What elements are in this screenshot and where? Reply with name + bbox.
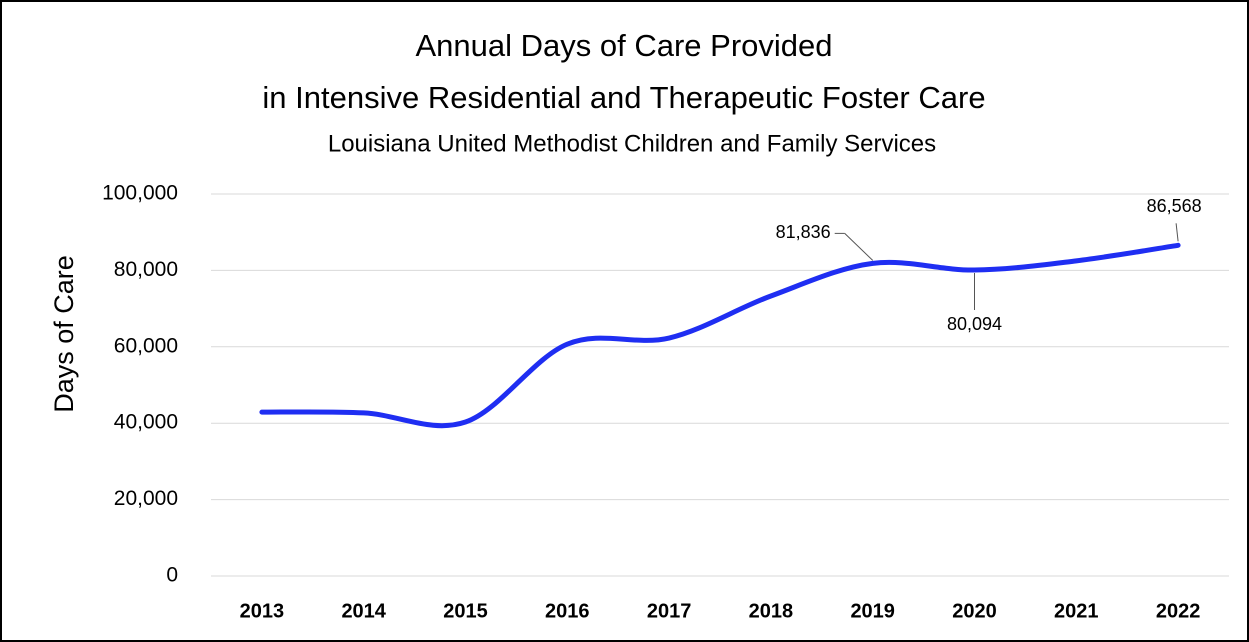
leader-line bbox=[1175, 223, 1179, 242]
data-label: 80,094 bbox=[947, 314, 1002, 334]
x-tick-label: 2021 bbox=[1054, 600, 1099, 622]
x-tick-label: 2013 bbox=[240, 600, 285, 622]
leader-line bbox=[844, 233, 874, 261]
x-tick-label: 2020 bbox=[952, 600, 997, 622]
x-tick-label: 2019 bbox=[850, 600, 895, 622]
y-tick-label: 100,000 bbox=[102, 182, 178, 205]
chart-subtitle: Louisiana United Methodist Children and … bbox=[328, 130, 936, 157]
y-tick-label: 40,000 bbox=[114, 411, 178, 434]
x-tick-label: 2017 bbox=[647, 600, 692, 622]
y-tick-label: 80,000 bbox=[114, 258, 178, 281]
x-tick-label: 2015 bbox=[443, 600, 488, 622]
y-tick-label: 20,000 bbox=[114, 487, 178, 510]
y-tick-label: 60,000 bbox=[114, 334, 178, 357]
line bbox=[259, 242, 1181, 429]
chart-title: Annual Days of Care Provided bbox=[415, 28, 832, 63]
x-tick-label: 2016 bbox=[545, 600, 590, 622]
x-tick-label: 2022 bbox=[1156, 600, 1201, 622]
x-tick-label: 2018 bbox=[749, 600, 794, 622]
data-label: 86,568 bbox=[1147, 196, 1202, 216]
y-axis-label: Days of Care bbox=[49, 255, 79, 413]
x-tick-label: 2014 bbox=[341, 600, 386, 622]
chart-title: in Intensive Residential and Therapeutic… bbox=[262, 80, 985, 115]
data-label: 81,836 bbox=[776, 222, 831, 242]
y-tick-label: 0 bbox=[166, 564, 178, 587]
